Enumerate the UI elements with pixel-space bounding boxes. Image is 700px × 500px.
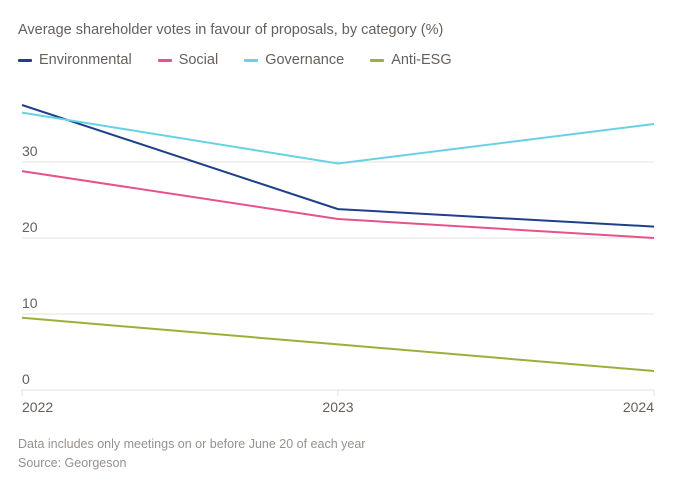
series-line	[22, 318, 654, 371]
y-tick-label: 20	[22, 219, 38, 235]
x-tick-label: 2024	[623, 399, 654, 415]
legend-item: Anti-ESG	[370, 52, 451, 68]
plot-area: 0 10 20 30 2022 2023 2024	[18, 80, 682, 425]
footnote-line-1: Data includes only meetings on or before…	[18, 435, 682, 454]
legend-item: Social	[158, 52, 219, 68]
y-tick-label: 30	[22, 143, 38, 159]
legend: Environmental Social Governance Anti-ESG	[18, 52, 682, 68]
legend-swatch	[18, 59, 32, 62]
legend-swatch	[158, 59, 172, 62]
legend-label: Anti-ESG	[391, 52, 451, 68]
legend-label: Environmental	[39, 52, 132, 68]
legend-item: Governance	[244, 52, 344, 68]
y-tick-label: 0	[22, 371, 30, 387]
legend-swatch	[244, 59, 258, 62]
chart-container: Average shareholder votes in favour of p…	[0, 0, 700, 500]
series-line	[22, 105, 654, 227]
series-line	[22, 113, 654, 164]
legend-swatch	[370, 59, 384, 62]
chart-subtitle: Average shareholder votes in favour of p…	[18, 22, 682, 38]
y-tick-label: 10	[22, 295, 38, 311]
x-tick-label: 2023	[322, 399, 353, 415]
chart-footnote: Data includes only meetings on or before…	[18, 435, 682, 473]
x-tick-label: 2022	[22, 399, 53, 415]
line-chart-svg: 0 10 20 30 2022 2023 2024	[18, 80, 682, 420]
legend-item: Environmental	[18, 52, 132, 68]
footnote-line-2: Source: Georgeson	[18, 454, 682, 473]
legend-label: Governance	[265, 52, 344, 68]
legend-label: Social	[179, 52, 219, 68]
series-line	[22, 171, 654, 238]
